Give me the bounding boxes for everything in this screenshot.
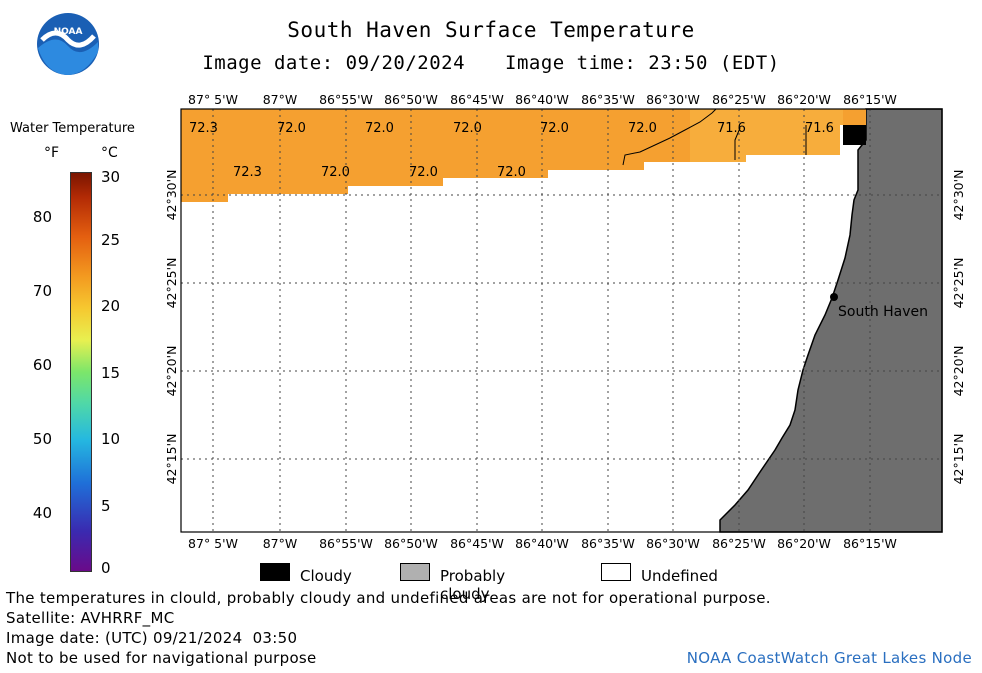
f-tick-label: 50 [32,430,52,448]
temp-label: 71.6 [717,121,746,136]
c-tick-label: 5 [101,497,111,515]
lon-label: 86°40'W [515,92,569,107]
lon-label: 87° 5'W [188,536,238,551]
city-marker [830,293,838,301]
lon-label: 86°35'W [581,536,635,551]
image-date: Image date: 09/20/2024 [202,52,466,74]
temp-label: 72.0 [453,121,482,136]
lon-label: 86°50'W [384,536,438,551]
image-datetime: Image date: 09/20/2024 Image time: 23:50 … [0,52,982,74]
satellite-text: Satellite: AVHRRF_MC [6,609,175,627]
lon-label: 86°25'W [712,536,766,551]
lon-label: 86°30'W [646,536,700,551]
lon-label: 87°W [263,92,298,107]
temp-label: 72.0 [409,165,438,180]
lon-label: 86°15'W [843,536,897,551]
lon-label: 86°20'W [777,92,831,107]
temperature-contour [734,127,741,160]
c-tick-label: 0 [101,559,111,577]
f-tick-label: 40 [32,504,52,522]
lat-label: 42°15'N [164,434,179,485]
temp-label: 72.3 [189,121,218,136]
temp-label: 72.0 [321,165,350,180]
lon-label: 86°45'W [450,536,504,551]
lat-label: 42°20'N [164,346,179,397]
lon-label: 86°45'W [450,92,504,107]
lat-label: 42°25'N [951,258,966,309]
utc-date-text: Image date: (UTC) 09/21/2024 03:50 [6,629,298,647]
water-temperature-area [181,109,852,202]
lon-label: 86°55'W [319,92,373,107]
unit-celsius: °C [101,145,118,161]
credit-text: NOAA CoastWatch Great Lakes Node [686,649,972,667]
navigation-warning: Not to be used for navigational purpose [6,649,317,667]
lon-label: 86°40'W [515,536,569,551]
disclaimer-text: The temperatures in clould, probably clo… [6,589,771,607]
temp-label: 72.3 [233,165,262,180]
undefined-swatch [601,563,631,581]
c-tick-label: 25 [101,231,121,249]
lat-label: 42°30'N [164,170,179,221]
c-tick-label: 10 [101,430,121,448]
probably-cloudy-label: Probably cloudy [440,567,506,603]
c-tick-label: 20 [101,297,121,315]
lat-label: 42°20'N [951,346,966,397]
lon-label: 86°15'W [843,92,897,107]
noaa-logo-text: NOAA [54,27,83,37]
color-scale-title: Water Temperature [10,121,135,136]
page-title: South Haven Surface Temperature [287,18,695,42]
lon-label: 86°25'W [712,92,766,107]
sst-map: 72.3 72.0 72.0 72.0 72.0 72.0 71.6 71.6 … [164,92,966,551]
image-time: Image time: 23:50 (EDT) [505,52,780,74]
land-area [719,108,943,533]
probably-cloudy-swatch [400,563,430,581]
c-tick-label: 15 [101,364,121,382]
f-tick-label: 80 [32,208,52,226]
cloudy-swatch [260,563,290,581]
temp-label: 72.0 [365,121,394,136]
noaa-logo: NOAA [37,13,99,75]
temp-label: 72.0 [497,165,526,180]
water-temperature-area [843,109,866,125]
city-label: South Haven [838,304,928,320]
lon-label: 86°50'W [384,92,438,107]
c-tick-label: 30 [101,168,121,186]
temp-label: 72.0 [277,121,306,136]
color-scale-bar [70,172,92,572]
water-temperature-area [690,109,852,162]
temp-label: 71.6 [805,121,834,136]
lat-label: 42°30'N [951,170,966,221]
undefined-label: Undefined [641,567,718,585]
lon-label: 86°35'W [581,92,635,107]
f-tick-label: 60 [32,356,52,374]
lon-label: 87° 5'W [188,92,238,107]
temperature-contour [622,108,717,166]
unit-fahrenheit: °F [44,145,60,161]
temp-label: 72.0 [628,121,657,136]
lon-label: 87°W [263,536,298,551]
f-tick-label: 70 [32,282,52,300]
lat-label: 42°15'N [951,434,966,485]
lon-label: 86°20'W [777,536,831,551]
map-graticule [181,109,942,532]
lon-label: 86°55'W [319,536,373,551]
cloudy-label: Cloudy [300,567,352,585]
map-frame [180,108,943,533]
temp-label: 72.0 [540,121,569,136]
lat-label: 42°25'N [164,258,179,309]
cloudy-area [843,125,866,145]
lon-label: 86°30'W [646,92,700,107]
